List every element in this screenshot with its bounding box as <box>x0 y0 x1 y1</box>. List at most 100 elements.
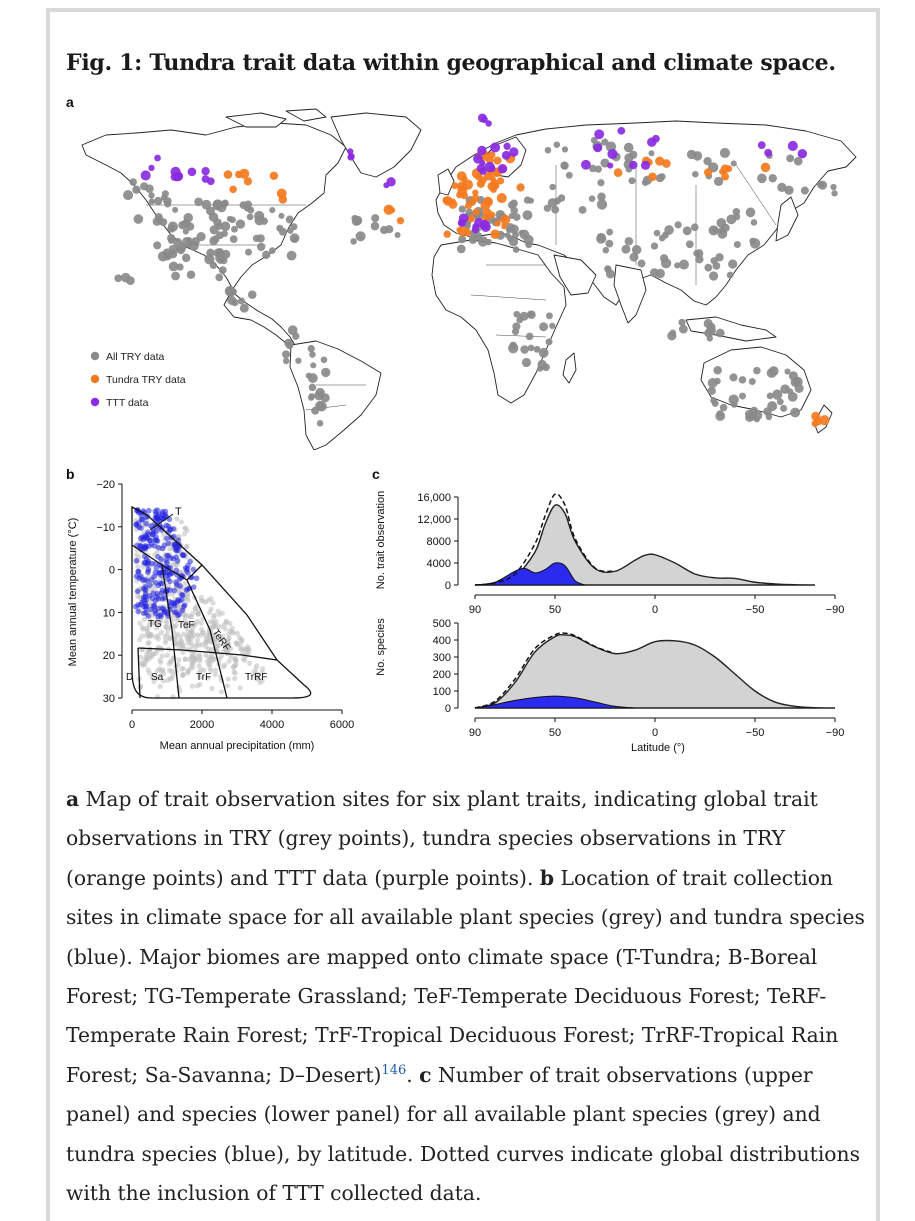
scatter-point-all <box>225 683 230 688</box>
map-point <box>729 373 737 381</box>
map-point <box>780 405 787 412</box>
reference-link[interactable]: 146 <box>381 1063 406 1078</box>
map-point <box>712 226 718 232</box>
map-point <box>248 290 257 299</box>
map-point <box>169 262 179 272</box>
map-point <box>629 177 636 184</box>
scatter-point-tundra <box>159 515 165 521</box>
scatter-point-tundra <box>133 604 139 610</box>
scatter-point-tundra <box>146 543 152 549</box>
map-point <box>380 226 388 234</box>
map-point <box>202 175 210 183</box>
scatter-point-all <box>180 641 185 646</box>
map-point <box>527 311 534 318</box>
map-point <box>210 262 217 269</box>
map-point <box>650 268 659 277</box>
species-ylabel-text: No. species <box>375 618 387 676</box>
y-tick-label: 30 <box>103 693 115 705</box>
scatter-point-all <box>168 659 173 664</box>
map-point <box>397 217 404 224</box>
map-point <box>549 323 555 329</box>
scatter-point-all <box>170 694 175 699</box>
map-point <box>478 236 488 246</box>
map-point <box>309 351 315 357</box>
scatter-point-all <box>227 629 232 634</box>
scatter-point-all <box>169 676 174 681</box>
legend-label-tundra-try: Tundra TRY data <box>106 374 186 386</box>
map-point <box>442 196 449 203</box>
scatter-point-tundra <box>163 509 169 515</box>
map-point <box>831 190 837 196</box>
map-point <box>182 254 190 262</box>
scatter-point-tundra <box>154 565 160 571</box>
figure-title: Fig. 1: Tundra trait data within geograp… <box>66 50 836 76</box>
map-point <box>749 378 756 385</box>
scatter-point-tundra <box>175 612 181 618</box>
map-point <box>614 168 623 177</box>
africa-outline <box>432 240 566 403</box>
scatter-point-tundra <box>141 586 147 592</box>
scatter-point-tundra <box>160 546 166 552</box>
map-point <box>679 259 689 269</box>
map-point <box>654 230 661 237</box>
y-tick-label: 500 <box>433 618 451 630</box>
map-point <box>240 304 249 313</box>
scatter-point-all <box>183 656 188 661</box>
map-point <box>283 358 289 364</box>
map-point <box>270 172 278 180</box>
x-tick-label: 4000 <box>260 719 284 731</box>
map-point <box>509 237 518 246</box>
scatter-point-all <box>137 621 142 626</box>
map-point <box>456 227 462 233</box>
map-point <box>523 210 533 220</box>
map-point <box>171 272 180 281</box>
x-tick-label: 0 <box>652 727 658 739</box>
y-tick-label: 0 <box>445 703 451 715</box>
scatter-point-tundra <box>141 595 147 601</box>
map-point <box>227 216 233 222</box>
observations-ylabel: No. trait observation <box>375 491 387 589</box>
map-point <box>490 229 500 239</box>
map-point <box>720 404 728 412</box>
map-point <box>227 296 236 305</box>
scatter-point-all <box>179 519 184 524</box>
legend-label-all-try: All TRY data <box>106 351 165 363</box>
scatter-point-tundra <box>162 609 168 615</box>
map-point <box>505 232 511 238</box>
scatter-point-all <box>239 637 244 642</box>
scatter-point-tundra <box>185 563 191 569</box>
map-point <box>562 146 568 152</box>
scatter-point-all <box>158 660 163 665</box>
map-point <box>479 160 485 166</box>
scatter-point-all <box>206 662 211 667</box>
legend-swatch-ttt <box>91 398 99 406</box>
scatter-point-tundra <box>166 524 172 530</box>
scatter-point-tundra <box>139 517 145 523</box>
map-point <box>155 213 163 221</box>
caption-label-c: c <box>419 1063 431 1087</box>
map-point <box>641 161 650 170</box>
map-point <box>812 420 819 427</box>
map-point <box>174 172 183 181</box>
scatter-point-all <box>198 633 203 638</box>
scatter-point-all <box>142 662 147 667</box>
map-point <box>648 150 654 156</box>
map-point <box>758 141 766 149</box>
scatter-point-tundra <box>141 544 147 550</box>
scatter-point-tundra <box>136 575 142 581</box>
map-point <box>282 350 290 358</box>
map-point <box>284 339 292 347</box>
scatter-point-all <box>164 618 169 623</box>
scatter-point-all <box>147 654 152 659</box>
map-point <box>581 160 591 170</box>
map-point <box>784 368 790 374</box>
map-point <box>729 394 739 404</box>
scatter-point-all <box>165 653 170 658</box>
scatter-point-all <box>180 672 185 677</box>
scatter-point-tundra <box>147 582 153 588</box>
map-point <box>603 247 610 254</box>
map-point <box>187 270 196 279</box>
caption-label-a: a <box>66 787 79 811</box>
map-point <box>739 376 746 383</box>
map-point <box>629 161 638 170</box>
